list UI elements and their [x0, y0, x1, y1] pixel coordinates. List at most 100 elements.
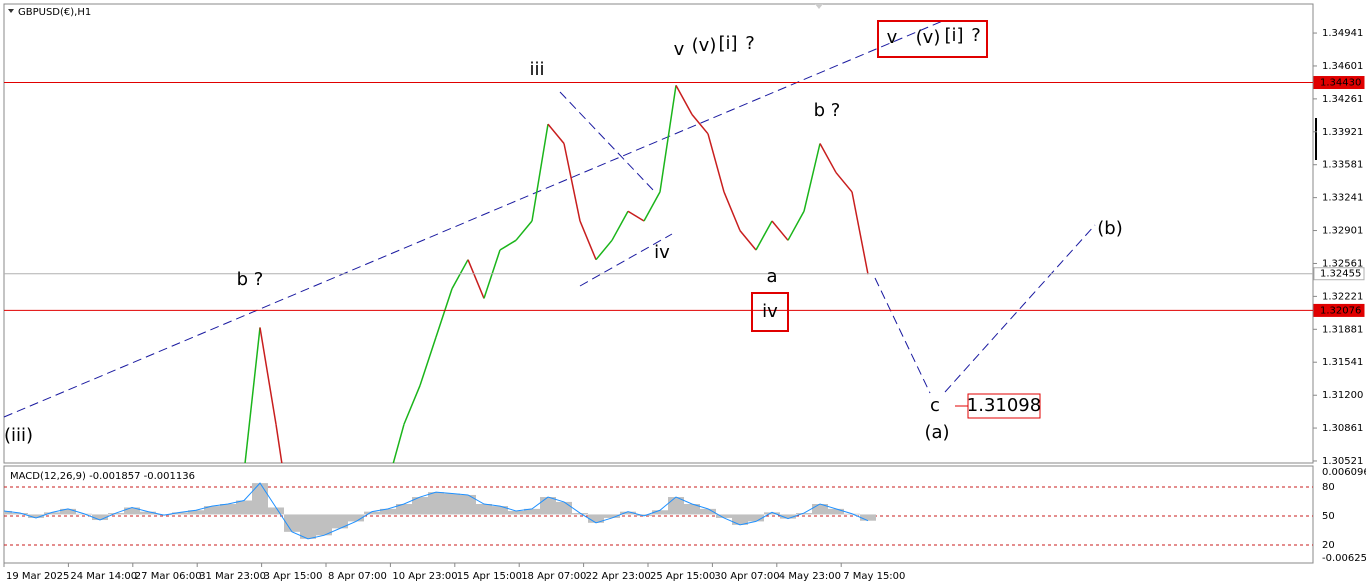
y-tick-label: 1.30521	[1322, 456, 1363, 467]
price-segment	[787, 210, 805, 241]
macd-bar	[812, 503, 828, 515]
wave-label: iv	[762, 301, 778, 322]
y-tick-label: 1.30861	[1322, 423, 1363, 434]
x-tick-label: 30 Apr 07:00	[714, 571, 779, 582]
price-segment	[275, 424, 283, 463]
macd-bar	[492, 506, 508, 515]
macd-bar	[332, 514, 348, 529]
macd-tick-label: 0.006096	[1322, 467, 1366, 478]
macd-bar	[60, 508, 76, 515]
wave-label: 1.31098	[967, 395, 1041, 416]
macd-bar	[252, 483, 268, 515]
macd-bar	[268, 507, 284, 515]
wave-label: a	[766, 266, 777, 287]
shift-marker	[815, 4, 823, 9]
level-tag	[1313, 267, 1365, 281]
macd-bar	[348, 514, 364, 522]
price-segment	[611, 210, 629, 241]
macd-bar	[204, 506, 220, 515]
wave-label: iv	[654, 242, 670, 263]
wave-label: (v)	[916, 27, 941, 48]
y-tick-label: 1.34601	[1322, 61, 1363, 72]
wave-label: b ?	[814, 100, 841, 121]
x-tick-label: 8 Apr 07:00	[328, 571, 387, 582]
macd-tick-label: -0.006256	[1322, 553, 1366, 564]
macd-bar	[28, 514, 44, 518]
macd-level-label: 50	[1322, 511, 1335, 522]
price-segment	[392, 424, 405, 463]
price-segment	[515, 220, 533, 241]
macd-bar	[476, 503, 492, 515]
price-segment	[499, 239, 517, 251]
price-segment	[739, 230, 757, 251]
y-tick-label: 1.34261	[1322, 94, 1363, 105]
macd-bar	[364, 511, 380, 515]
price-segment	[259, 327, 277, 425]
macd-bar	[220, 503, 236, 515]
trend-lines	[3, 19, 1096, 418]
x-tick-label: 22 Apr 23:00	[586, 571, 651, 582]
macd-bar	[412, 497, 428, 515]
macd-bar	[444, 493, 460, 515]
price-segment	[547, 123, 565, 144]
level-tag	[1313, 76, 1365, 90]
x-tick-label: 25 Apr 15:00	[650, 571, 715, 582]
macd-bar	[428, 492, 444, 515]
price-segment	[803, 143, 821, 212]
x-tick-label: 27 Mar 06:00	[135, 571, 202, 582]
macd-level-label: 80	[1322, 482, 1335, 493]
level-label: 1.32455	[1320, 269, 1361, 280]
macd-bar	[124, 507, 140, 515]
x-tick-label: 18 Apr 07:00	[521, 571, 586, 582]
macd-bar	[572, 513, 588, 515]
x-tick-label: 15 Apr 15:00	[457, 571, 522, 582]
x-tick-label: 24 Mar 14:00	[70, 571, 137, 582]
macd-bar	[732, 514, 748, 525]
price-segment	[435, 288, 453, 338]
x-tick-label: 4 May 23:00	[779, 571, 841, 582]
wave-label: [i]	[944, 25, 963, 46]
macd-bar	[172, 512, 188, 515]
macd-bar	[4, 510, 12, 515]
macd-bar	[748, 514, 764, 522]
macd-bar	[188, 510, 204, 515]
wave-label: iii	[529, 59, 544, 80]
macd-bar	[284, 514, 300, 532]
wave-label: v	[674, 39, 685, 60]
menu-arrow[interactable]	[8, 9, 14, 13]
wave-label: (iii)	[4, 425, 33, 446]
price-segment	[659, 85, 677, 193]
macd-bar	[796, 513, 812, 515]
macd-bar	[636, 514, 652, 516]
macd-title: MACD(12,26,9) -0.001857 -0.001136	[10, 471, 195, 482]
price-segment	[244, 327, 261, 463]
macd-bar	[12, 513, 28, 515]
level-label: 1.32076	[1320, 305, 1361, 316]
wave-label: [i]	[718, 33, 737, 54]
price-segment	[579, 220, 597, 260]
macd-line	[4, 482, 869, 540]
label-box	[751, 292, 789, 332]
wave-label: c	[930, 395, 940, 416]
y-tick-label: 1.31200	[1322, 390, 1363, 401]
y-tick-label: 1.32901	[1322, 226, 1363, 237]
x-tick-label: 19 Mar 2025	[6, 571, 69, 582]
macd-bar	[620, 511, 636, 515]
wave-label: (v)	[692, 35, 717, 56]
price-segment	[595, 239, 613, 261]
macd-bar	[508, 510, 524, 515]
price-segment	[531, 124, 549, 222]
price-segment	[723, 191, 741, 231]
macd-bar	[668, 497, 684, 515]
macd-bar	[556, 501, 572, 515]
wave-label: v	[887, 27, 898, 48]
price-segment	[707, 133, 725, 193]
macd-bar	[716, 514, 732, 518]
symbol-label: GBPUSD(€),H1	[18, 7, 91, 18]
y-tick-label: 1.33581	[1322, 160, 1363, 171]
level-tag	[1313, 303, 1365, 317]
price-segment	[835, 172, 853, 193]
macd-bar	[780, 514, 796, 519]
macd-bar	[700, 508, 716, 515]
macd-bar	[92, 514, 108, 521]
